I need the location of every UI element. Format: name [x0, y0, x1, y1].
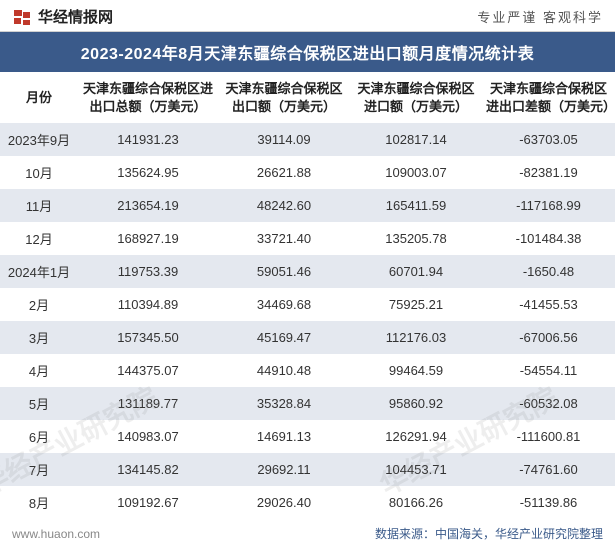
cell-total: 109192.67 — [78, 486, 218, 519]
cell-import: 104453.71 — [350, 453, 482, 486]
cell-month: 3月 — [0, 321, 78, 354]
data-table: 月份 天津东疆综合保税区进出口总额（万美元） 天津东疆综合保税区出口额（万美元）… — [0, 72, 615, 519]
col-import: 天津东疆综合保税区进口额（万美元） — [350, 72, 482, 123]
header-tagline: 专业严谨 客观科学 — [477, 7, 603, 26]
cell-total: 168927.19 — [78, 222, 218, 255]
cell-import: 135205.78 — [350, 222, 482, 255]
table-row: 3月157345.5045169.47112176.03-67006.56 — [0, 321, 615, 354]
cell-diff: -63703.05 — [482, 123, 615, 156]
table-row: 10月135624.9526621.88109003.07-82381.19 — [0, 156, 615, 189]
cell-export: 35328.84 — [218, 387, 350, 420]
cell-total: 119753.39 — [78, 255, 218, 288]
col-total: 天津东疆综合保税区进出口总额（万美元） — [78, 72, 218, 123]
table-row: 5月131189.7735328.8495860.92-60532.08 — [0, 387, 615, 420]
cell-month: 2023年9月 — [0, 123, 78, 156]
cell-month: 11月 — [0, 189, 78, 222]
footer-source: 数据来源：中国海关，华经产业研究院整理 — [375, 525, 603, 542]
cell-month: 6月 — [0, 420, 78, 453]
cell-import: 102817.14 — [350, 123, 482, 156]
table-row: 12月168927.1933721.40135205.78-101484.38 — [0, 222, 615, 255]
title-bar: 2023-2024年8月天津东疆综合保税区进出口额月度情况统计表 — [0, 32, 615, 72]
table-row: 2024年1月119753.3959051.4660701.94-1650.48 — [0, 255, 615, 288]
cell-diff: -101484.38 — [482, 222, 615, 255]
table-row: 4月144375.0744910.4899464.59-54554.11 — [0, 354, 615, 387]
cell-export: 26621.88 — [218, 156, 350, 189]
cell-diff: -82381.19 — [482, 156, 615, 189]
logo-icon — [12, 7, 32, 27]
cell-diff: -41455.53 — [482, 288, 615, 321]
cell-export: 59051.46 — [218, 255, 350, 288]
cell-export: 48242.60 — [218, 189, 350, 222]
cell-month: 5月 — [0, 387, 78, 420]
cell-total: 110394.89 — [78, 288, 218, 321]
cell-import: 60701.94 — [350, 255, 482, 288]
cell-import: 75925.21 — [350, 288, 482, 321]
cell-month: 10月 — [0, 156, 78, 189]
cell-total: 131189.77 — [78, 387, 218, 420]
brand-name: 华经情报网 — [38, 6, 113, 27]
table-row: 11月213654.1948242.60165411.59-117168.99 — [0, 189, 615, 222]
table-row: 2023年9月141931.2339114.09102817.14-63703.… — [0, 123, 615, 156]
col-export: 天津东疆综合保税区出口额（万美元） — [218, 72, 350, 123]
cell-import: 95860.92 — [350, 387, 482, 420]
cell-import: 112176.03 — [350, 321, 482, 354]
cell-total: 135624.95 — [78, 156, 218, 189]
cell-month: 4月 — [0, 354, 78, 387]
cell-diff: -111600.81 — [482, 420, 615, 453]
cell-total: 213654.19 — [78, 189, 218, 222]
cell-export: 45169.47 — [218, 321, 350, 354]
cell-import: 99464.59 — [350, 354, 482, 387]
cell-total: 141931.23 — [78, 123, 218, 156]
cell-diff: -1650.48 — [482, 255, 615, 288]
table-row: 8月109192.6729026.4080166.26-51139.86 — [0, 486, 615, 519]
cell-export: 39114.09 — [218, 123, 350, 156]
cell-month: 7月 — [0, 453, 78, 486]
col-diff: 天津东疆综合保税区进出口差额（万美元） — [482, 72, 615, 123]
cell-month: 2月 — [0, 288, 78, 321]
col-month: 月份 — [0, 72, 78, 123]
cell-diff: -51139.86 — [482, 486, 615, 519]
table-body: 2023年9月141931.2339114.09102817.14-63703.… — [0, 123, 615, 519]
table-header-row: 月份 天津东疆综合保税区进出口总额（万美元） 天津东疆综合保税区出口额（万美元）… — [0, 72, 615, 123]
footer-site: www.huaon.com — [12, 527, 100, 541]
cell-diff: -117168.99 — [482, 189, 615, 222]
footer: www.huaon.com 数据来源：中国海关，华经产业研究院整理 — [0, 519, 615, 546]
cell-total: 157345.50 — [78, 321, 218, 354]
cell-export: 33721.40 — [218, 222, 350, 255]
table-row: 7月134145.8229692.11104453.71-74761.60 — [0, 453, 615, 486]
cell-diff: -54554.11 — [482, 354, 615, 387]
cell-export: 29692.11 — [218, 453, 350, 486]
cell-export: 14691.13 — [218, 420, 350, 453]
table-row: 2月110394.8934469.6875925.21-41455.53 — [0, 288, 615, 321]
header: 华经情报网 专业严谨 客观科学 — [0, 0, 615, 32]
cell-import: 80166.26 — [350, 486, 482, 519]
cell-diff: -67006.56 — [482, 321, 615, 354]
cell-import: 165411.59 — [350, 189, 482, 222]
cell-import: 126291.94 — [350, 420, 482, 453]
cell-diff: -74761.60 — [482, 453, 615, 486]
cell-total: 144375.07 — [78, 354, 218, 387]
cell-import: 109003.07 — [350, 156, 482, 189]
cell-diff: -60532.08 — [482, 387, 615, 420]
cell-month: 8月 — [0, 486, 78, 519]
cell-export: 29026.40 — [218, 486, 350, 519]
header-left: 华经情报网 — [12, 6, 113, 27]
cell-total: 134145.82 — [78, 453, 218, 486]
table-row: 6月140983.0714691.13126291.94-111600.81 — [0, 420, 615, 453]
cell-export: 34469.68 — [218, 288, 350, 321]
cell-total: 140983.07 — [78, 420, 218, 453]
cell-month: 12月 — [0, 222, 78, 255]
cell-export: 44910.48 — [218, 354, 350, 387]
cell-month: 2024年1月 — [0, 255, 78, 288]
